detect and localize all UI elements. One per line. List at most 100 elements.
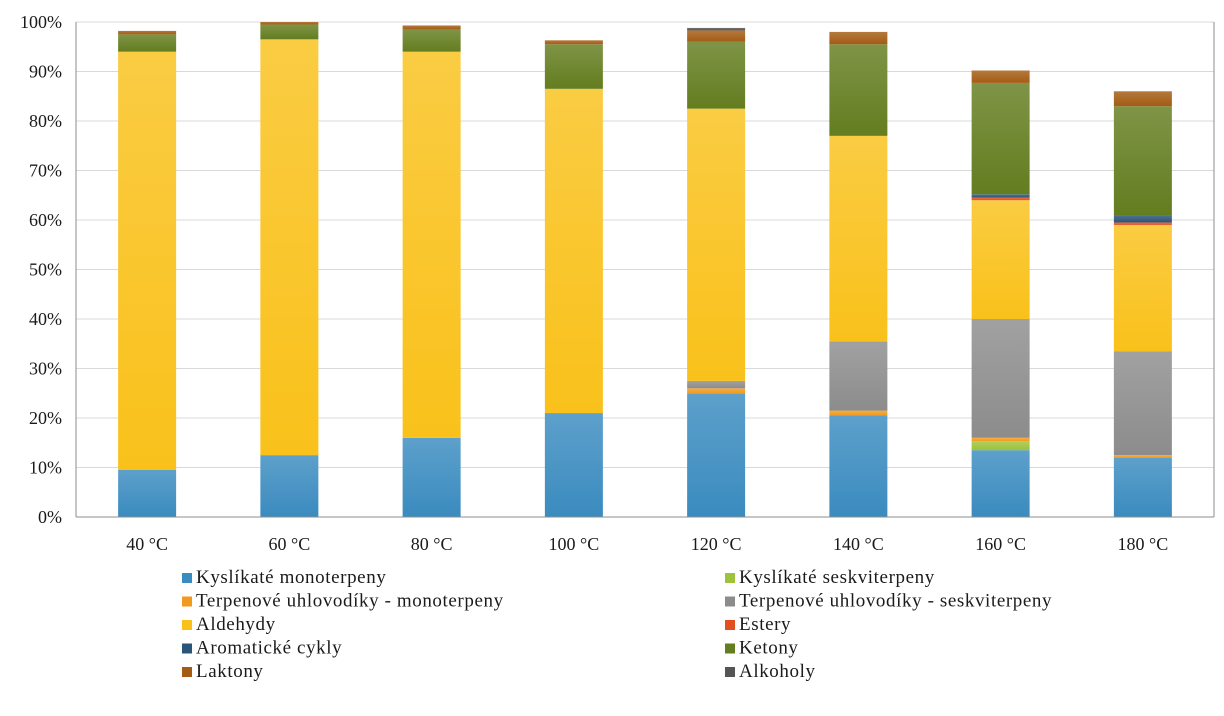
x-tick-label: 100 °C <box>549 534 600 554</box>
y-tick-label: 20% <box>29 408 62 428</box>
y-tick-label: 40% <box>29 309 62 329</box>
x-tick-label: 160 °C <box>975 534 1026 554</box>
bar-segment <box>544 44 603 89</box>
y-tick-label: 90% <box>29 62 62 82</box>
legend-item: Alkoholy <box>725 661 816 682</box>
bar-segment <box>971 197 1030 201</box>
legend-item: Aldehydy <box>182 614 276 635</box>
bar-segment <box>402 51 461 438</box>
bar-segment <box>687 393 746 517</box>
bar-segment <box>544 40 603 45</box>
bar-segment <box>118 34 177 52</box>
bar-segment <box>971 441 1030 451</box>
bar-segment <box>402 437 461 517</box>
legend-label: Alkoholy <box>739 661 816 682</box>
legend-item: Terpenové uhlovodíky - seskviterpeny <box>725 591 1052 612</box>
x-tick-label: 120 °C <box>691 534 742 554</box>
y-tick-label: 70% <box>29 161 62 181</box>
bar-segment <box>829 31 888 45</box>
legend-label: Terpenové uhlovodíky - monoterpeny <box>196 591 504 612</box>
bar-segment <box>687 108 746 381</box>
bar-segment <box>1113 222 1172 225</box>
bar-segment <box>971 450 1030 517</box>
bar-segment <box>971 194 1030 198</box>
legend-swatch <box>182 573 192 583</box>
bar-segment <box>829 44 888 136</box>
x-tick-label: 180 °C <box>1118 534 1169 554</box>
bar-segment <box>1113 351 1172 456</box>
y-tick-label: 0% <box>38 507 62 527</box>
legend-swatch <box>182 667 192 677</box>
bar-segment <box>687 27 746 31</box>
bar-segment <box>260 24 319 40</box>
legend-label: Terpenové uhlovodíky - seskviterpeny <box>739 591 1052 612</box>
legend-label: Aromatické cykly <box>196 638 342 659</box>
legend-swatch <box>725 643 735 654</box>
legend-swatch <box>725 667 735 677</box>
legend-label: Laktony <box>196 661 264 682</box>
bars <box>118 22 1172 517</box>
bar-segment <box>118 30 177 35</box>
legend-swatch <box>725 620 735 630</box>
bar-segment <box>829 415 888 517</box>
legend-item: Kyslíkaté monoterpeny <box>182 567 386 588</box>
bar-segment <box>1113 224 1172 352</box>
legend-item: Estery <box>725 614 791 635</box>
legend-item: Aromatické cykly <box>182 638 342 659</box>
y-tick-label: 10% <box>29 458 62 478</box>
y-tick-label: 100% <box>20 12 62 32</box>
bar-segment <box>971 82 1030 195</box>
y-tick-label: 30% <box>29 359 62 379</box>
bar-segment <box>1113 215 1172 223</box>
y-tick-label: 50% <box>29 260 62 280</box>
legend-item: Ketony <box>725 638 798 659</box>
legend-swatch <box>182 596 192 607</box>
bar-segment <box>118 469 177 517</box>
gridlines <box>76 21 1214 468</box>
bar-segment <box>544 413 603 517</box>
legend-label: Estery <box>739 614 791 635</box>
bar-segment <box>687 380 746 389</box>
bar-segment <box>1113 455 1172 458</box>
y-tick-label: 80% <box>29 111 62 131</box>
legend-swatch <box>182 643 192 654</box>
bar-segment <box>971 319 1030 438</box>
bar-segment <box>260 39 319 456</box>
bar-segment <box>971 200 1030 319</box>
bar-segment <box>260 455 319 517</box>
bar-segment <box>829 135 888 342</box>
x-tick-label: 60 °C <box>269 534 311 554</box>
bar-segment <box>687 41 746 109</box>
legend-label: Kyslíkaté seskviterpeny <box>739 567 935 588</box>
bar-segment <box>402 25 461 30</box>
x-tick-label: 140 °C <box>833 534 884 554</box>
legend-label: Aldehydy <box>196 614 276 635</box>
bar-segment <box>829 410 888 416</box>
legend-item: Laktony <box>182 661 264 682</box>
axes: 0% 10% 20% 30% 40% 50% 60% 70% 80% 90% 100% 40 °C 60… <box>20 12 1215 554</box>
bar-segment <box>687 30 746 42</box>
bar-segment <box>1113 106 1172 216</box>
legend-swatch <box>725 596 735 607</box>
y-tick-label: 60% <box>29 210 62 230</box>
legend-item: Kyslíkaté seskviterpeny <box>725 567 935 588</box>
bar-segment <box>971 437 1030 442</box>
x-tick-label: 80 °C <box>411 534 453 554</box>
bar-segment <box>260 22 319 25</box>
legend: Kyslíkaté monoterpeny Kyslíkaté seskviter… <box>182 567 1052 682</box>
legend-swatch <box>725 573 735 583</box>
legend-item: Terpenové uhlovodíky - monoterpeny <box>182 591 504 612</box>
x-tick-label: 40 °C <box>126 534 168 554</box>
bar-segment <box>544 88 603 414</box>
bar-segment <box>1113 457 1172 517</box>
bar-segment <box>1113 91 1172 107</box>
bar-segment <box>687 388 746 394</box>
bar-segment <box>971 70 1030 83</box>
bar-segment <box>829 341 888 411</box>
bar-segment <box>118 51 177 470</box>
bar-segment <box>402 29 461 52</box>
legend-swatch <box>182 620 192 630</box>
legend-label: Kyslíkaté monoterpeny <box>196 567 386 588</box>
